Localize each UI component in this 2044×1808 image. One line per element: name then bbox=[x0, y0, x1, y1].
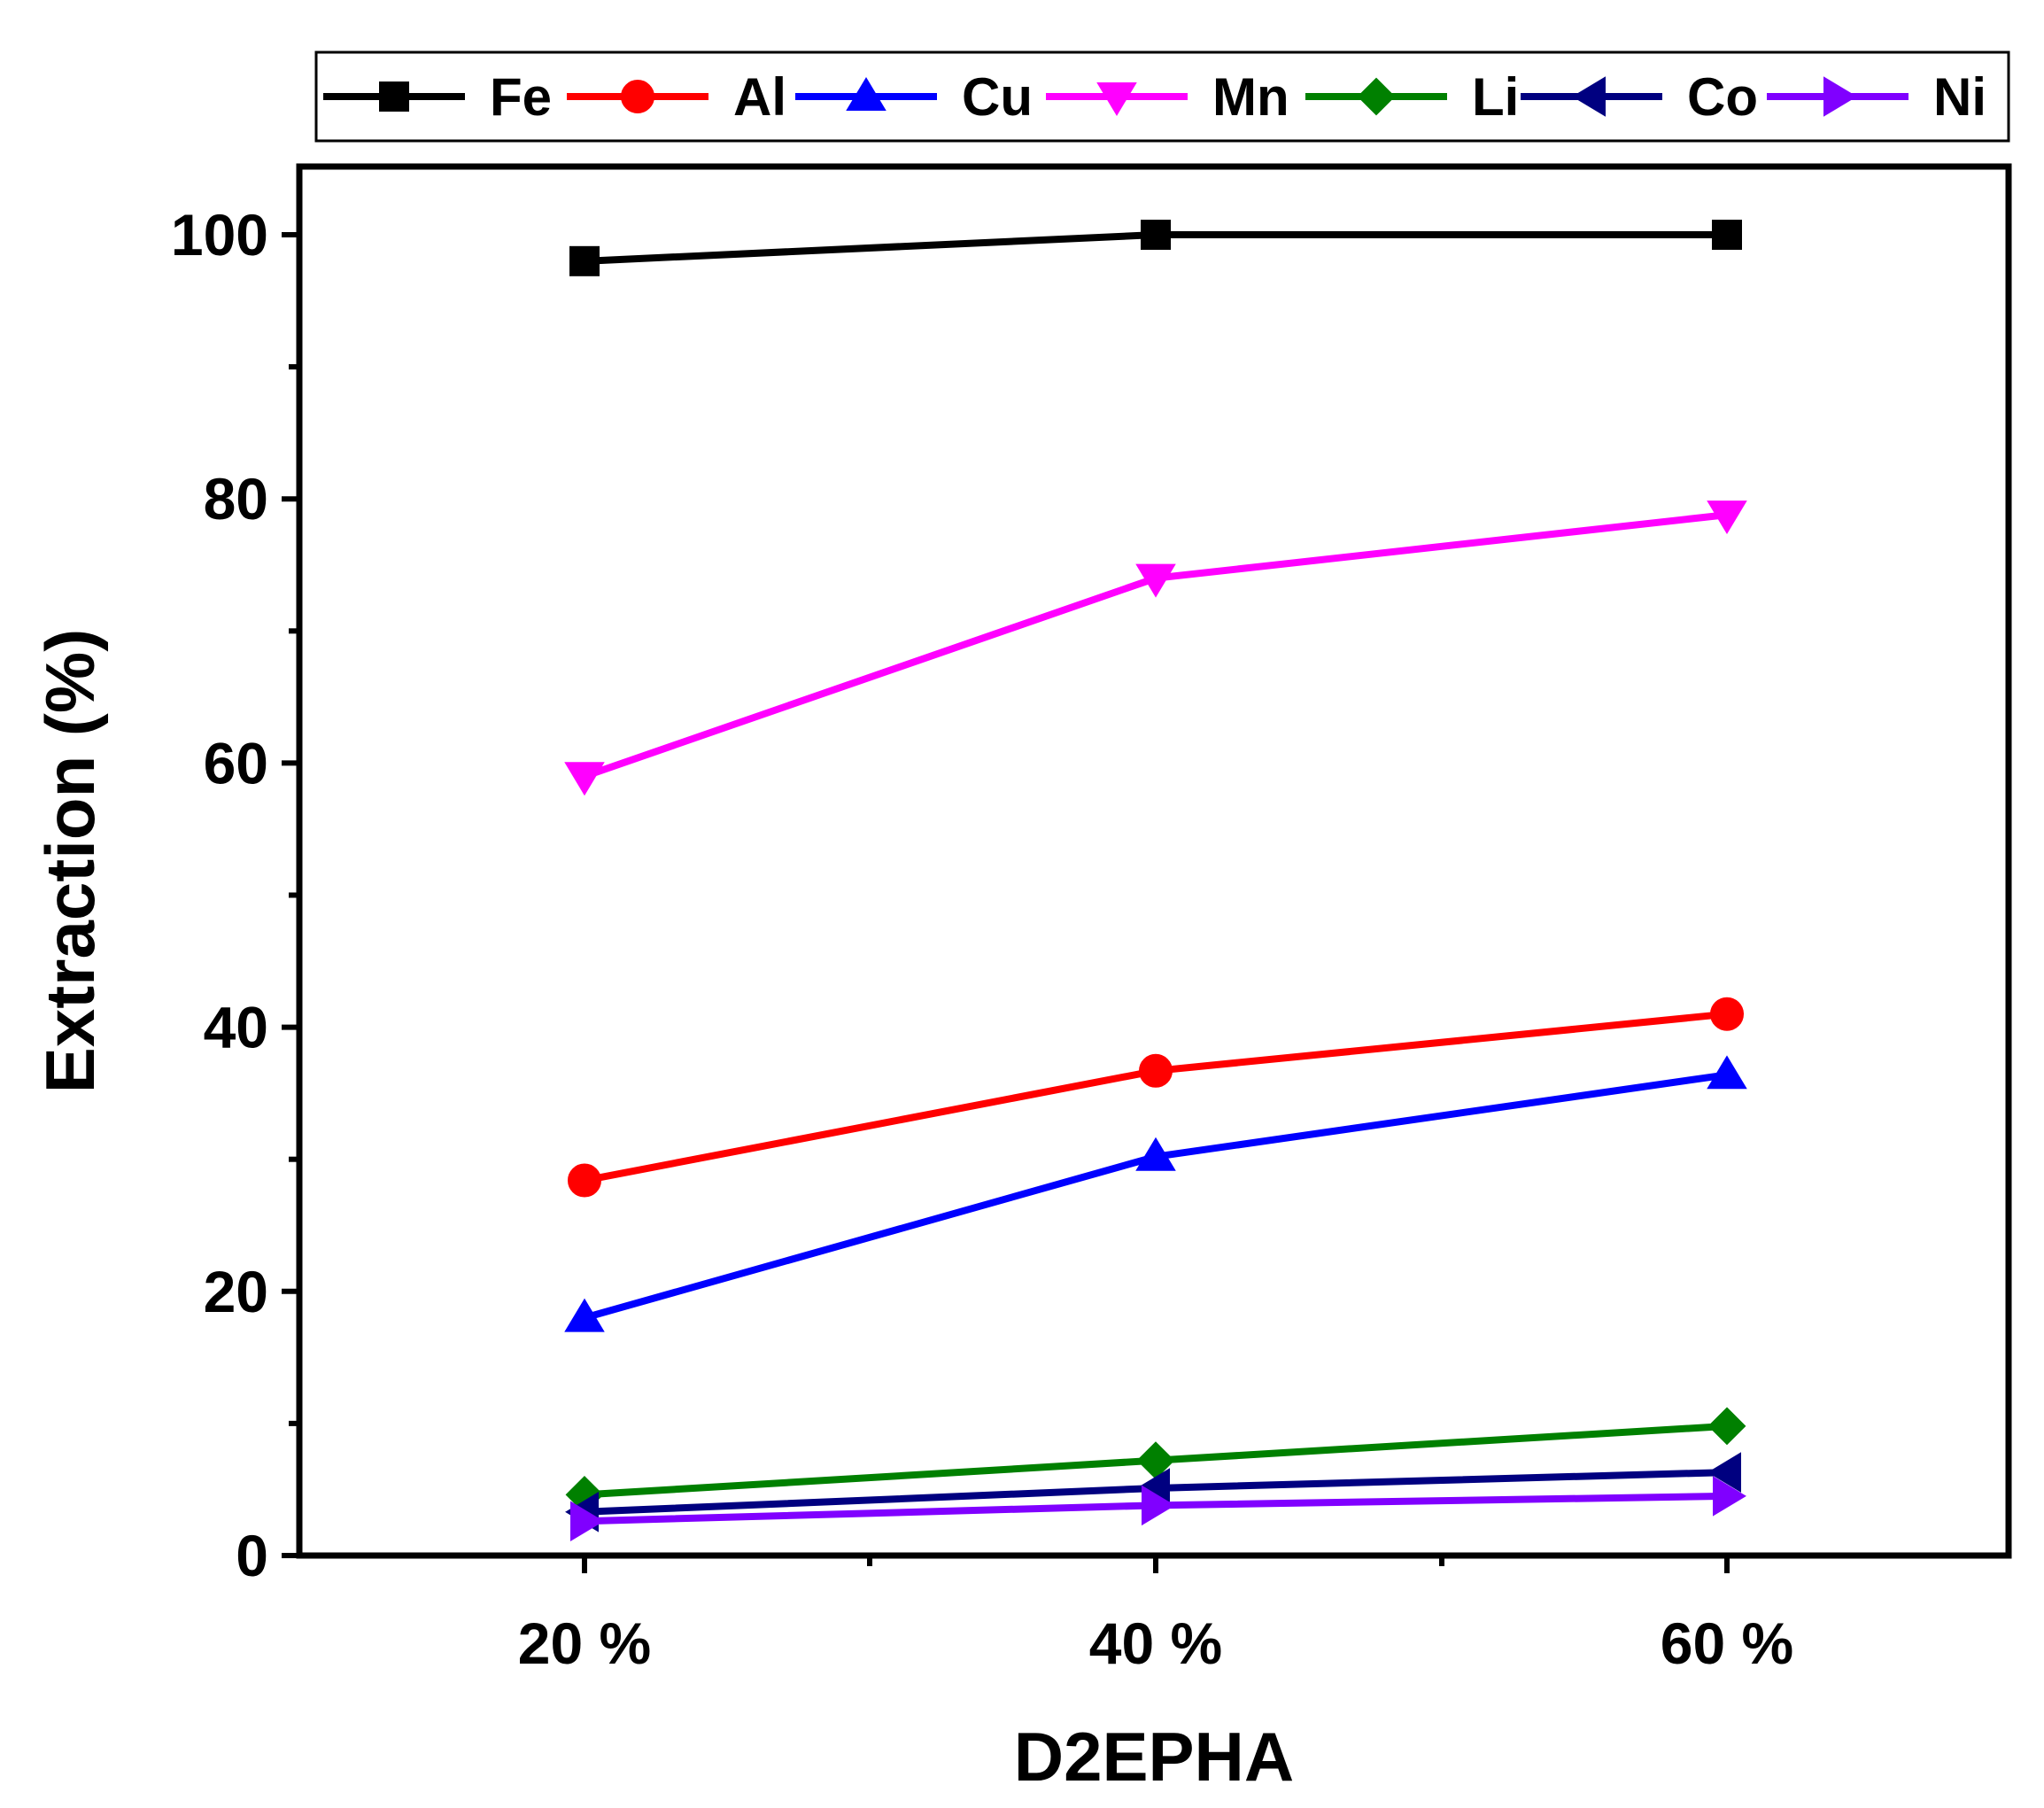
series-mn bbox=[564, 500, 1747, 796]
data-point-fe bbox=[1712, 220, 1742, 250]
legend-label-cu: Cu bbox=[962, 67, 1033, 127]
x-tick-label: 40 % bbox=[1089, 1610, 1222, 1676]
data-point-co bbox=[1707, 1452, 1741, 1493]
data-point-cu bbox=[1135, 1137, 1176, 1171]
y-axis-title: Extraction (%) bbox=[31, 629, 109, 1093]
data-point-al bbox=[1139, 1053, 1173, 1088]
data-point-al bbox=[568, 1163, 601, 1198]
plot-frame bbox=[296, 163, 2012, 1559]
legend-marker-mn bbox=[1096, 82, 1137, 116]
legend-label-ni: Ni bbox=[1933, 67, 1986, 127]
legend-marker-co bbox=[1572, 76, 1606, 117]
legend-marker-ni bbox=[1823, 76, 1857, 117]
y-tick-label: 20 bbox=[204, 1259, 268, 1324]
y-tick-label: 60 bbox=[204, 730, 268, 795]
legend-marker-li bbox=[1357, 77, 1396, 116]
legend-label-co: Co bbox=[1687, 67, 1758, 127]
series-line-mn bbox=[583, 511, 1728, 780]
legend-item-ni: Ni bbox=[1767, 67, 1986, 127]
legend-item-fe: Fe bbox=[323, 67, 552, 127]
legend-item-li: Li bbox=[1305, 67, 1519, 127]
legend-item-al: Al bbox=[567, 67, 786, 127]
series-cu bbox=[564, 1055, 1747, 1332]
legend-item-mn: Mn bbox=[1046, 67, 1289, 127]
data-point-fe bbox=[569, 245, 600, 276]
y-tick-label: 0 bbox=[236, 1523, 268, 1588]
axes: 0 20 40 60 80 100 20 % 40 % 60 % bbox=[171, 202, 1793, 1676]
legend-item-cu: Cu bbox=[795, 67, 1033, 127]
series-fe bbox=[569, 220, 1742, 276]
legend-item-co: Co bbox=[1521, 67, 1758, 127]
data-point-mn bbox=[564, 762, 605, 796]
data-point-ni bbox=[570, 1501, 604, 1542]
x-tick-label: 60 % bbox=[1661, 1610, 1793, 1676]
series-layer bbox=[564, 220, 1747, 1542]
y-tick-label: 80 bbox=[204, 466, 268, 532]
y-tick-label: 40 bbox=[204, 995, 268, 1060]
legend-label-al: Al bbox=[733, 67, 786, 127]
series-ni bbox=[570, 1476, 1746, 1542]
data-point-cu bbox=[564, 1298, 605, 1332]
data-point-mn bbox=[1707, 500, 1747, 535]
data-point-cu bbox=[1707, 1055, 1747, 1090]
data-point-ni bbox=[1142, 1485, 1175, 1526]
legend-label-fe: Fe bbox=[490, 67, 552, 127]
series-al bbox=[568, 997, 1744, 1198]
legend-marker-al bbox=[621, 80, 654, 113]
legend: Fe Al Cu Mn Li Co Ni bbox=[314, 50, 2010, 143]
legend-marker-fe bbox=[379, 81, 409, 112]
data-point-ni bbox=[1713, 1476, 1746, 1517]
data-point-mn bbox=[1135, 563, 1176, 598]
x-axis-title: D2EPHA bbox=[1014, 1718, 1294, 1796]
data-point-al bbox=[1710, 997, 1744, 1031]
series-li bbox=[565, 1407, 1746, 1514]
legend-label-li: Li bbox=[1472, 67, 1519, 127]
legend-label-mn: Mn bbox=[1212, 67, 1289, 127]
x-tick-label: 20 % bbox=[518, 1610, 651, 1676]
data-point-li bbox=[1707, 1407, 1746, 1446]
data-point-fe bbox=[1141, 220, 1171, 250]
y-tick-label: 100 bbox=[171, 202, 268, 268]
legend-marker-cu bbox=[846, 77, 887, 111]
series-line-cu bbox=[583, 1071, 1728, 1322]
